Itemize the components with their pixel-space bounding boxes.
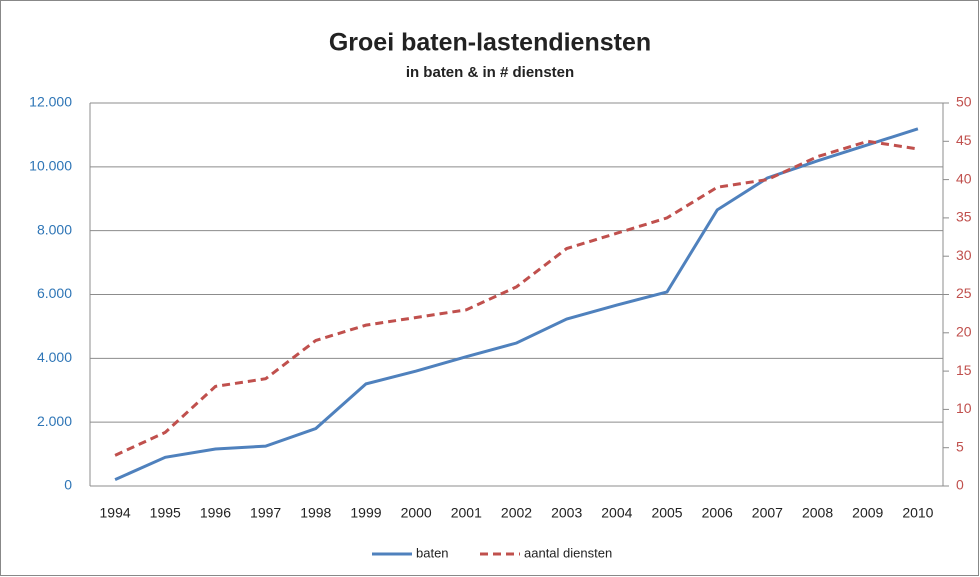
- x-tick-label: 2008: [802, 505, 833, 521]
- x-tick-label: 2010: [902, 505, 933, 521]
- y-tick-label: 8.000: [37, 221, 72, 237]
- y-tick-label: 10.000: [29, 158, 72, 174]
- y2-tick-label: 25: [956, 285, 972, 301]
- chart-title: Groei baten-lastendiensten: [329, 29, 651, 57]
- x-tick-label: 1994: [100, 505, 131, 521]
- x-tick-label: 2003: [551, 505, 582, 521]
- x-tick-label: 2002: [501, 505, 532, 521]
- line-series: [114, 139, 919, 457]
- x-tick-label: 1996: [200, 505, 231, 521]
- x-tick-label: 1995: [150, 505, 181, 521]
- x-tick-label: 2000: [401, 505, 432, 521]
- x-tick-label: 2006: [702, 505, 733, 521]
- y2-tick-label: 0: [956, 477, 964, 493]
- x-tick-label: 2007: [752, 505, 783, 521]
- x-tick-label: 2005: [651, 505, 682, 521]
- y-tick-label: 2.000: [37, 413, 72, 429]
- legend-label: baten: [416, 545, 449, 560]
- y2-tick-label: 10: [956, 400, 972, 416]
- y2-tick-label: 50: [956, 94, 972, 110]
- x-tick-label: 1999: [350, 505, 381, 521]
- y-tick-label: 4.000: [37, 349, 72, 365]
- x-tick-label: 2004: [601, 505, 632, 521]
- y2-tick-label: 45: [956, 132, 972, 148]
- y2-tick-label: 20: [956, 324, 972, 340]
- x-tick-label: 1998: [300, 505, 331, 521]
- x-tick-label: 2009: [852, 505, 883, 521]
- x-tick-label: 2001: [451, 505, 482, 521]
- x-tick-label: 1997: [250, 505, 281, 521]
- y2-tick-label: 40: [956, 170, 972, 186]
- y-tick-label: 6.000: [37, 285, 72, 301]
- legend-label: aantal diensten: [524, 545, 612, 560]
- y2-tick-label: 30: [956, 247, 972, 263]
- y-tick-label: 0: [64, 477, 72, 493]
- chart-subtitle: in baten & in # diensten: [406, 64, 574, 81]
- y2-tick-label: 5: [956, 438, 964, 454]
- y2-tick-label: 15: [956, 362, 972, 378]
- y2-tick-label: 35: [956, 209, 972, 225]
- y-tick-label: 12.000: [29, 94, 72, 110]
